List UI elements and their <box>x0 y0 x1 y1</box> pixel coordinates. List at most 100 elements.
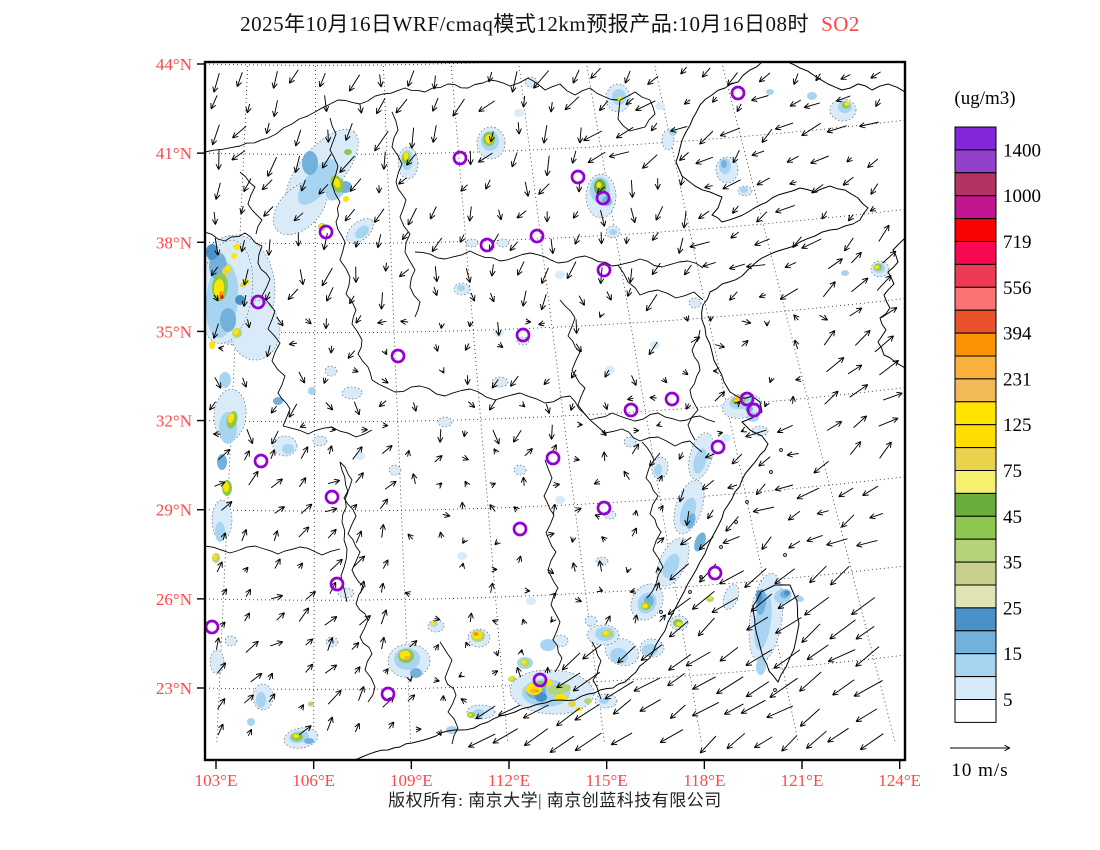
so2-patch <box>708 596 712 600</box>
so2-patch <box>521 660 527 664</box>
so2-patch <box>686 513 696 529</box>
colorbar-block <box>954 172 997 197</box>
city-marker <box>390 348 406 364</box>
colorbar-value: 125 <box>1003 415 1032 436</box>
title-text: 2025年10月16日WRF/cmaq模式12km预报产品:10月16日08时 <box>240 12 810 36</box>
lon-tick-label: 106°E <box>292 771 335 790</box>
map-boundaries <box>205 77 716 745</box>
colorbar-block <box>954 447 997 472</box>
so2-patch <box>233 244 241 250</box>
so2-patch <box>304 738 314 744</box>
city-marker <box>479 237 495 253</box>
so2-patch <box>662 553 680 579</box>
colorbar-block <box>954 378 997 403</box>
so2-patch <box>844 102 850 106</box>
so2-patch <box>219 372 231 388</box>
city-marker <box>739 391 755 407</box>
so2-patch <box>247 718 255 726</box>
so2-patch <box>282 444 294 454</box>
so2-patch <box>766 89 774 95</box>
city-marker <box>380 686 396 702</box>
colorbar-block <box>954 424 997 449</box>
so2-patch <box>410 668 422 678</box>
colorbar-block <box>954 309 997 334</box>
so2-patch <box>465 238 479 248</box>
so2-patch <box>404 656 410 660</box>
small-island <box>688 590 692 594</box>
so2-patch <box>341 386 363 400</box>
city-marker <box>545 450 561 466</box>
lon-axis: 103°E 106°E 109°E 112°E 115°E 118°E 121°E 124°E <box>195 761 921 790</box>
wind-scale-arrow <box>950 744 1011 752</box>
coastline <box>349 62 905 760</box>
so2-patch <box>224 635 238 647</box>
copyright-text: 版权所有: 南京大学| 南京创蓝科技有限公司 <box>388 791 722 810</box>
so2-patch <box>473 632 479 636</box>
so2-patch <box>209 649 225 675</box>
small-island <box>734 520 738 524</box>
colorbar-block <box>954 218 997 243</box>
so2-patch <box>721 434 731 442</box>
so2-patch <box>751 425 769 437</box>
city-marker <box>529 228 545 244</box>
so2-patch <box>509 676 513 680</box>
lat-tick-label: 44°N <box>156 55 192 74</box>
so2-patch <box>642 644 658 656</box>
city-marker <box>596 500 612 516</box>
so2-patch <box>755 657 767 675</box>
small-island <box>745 500 749 504</box>
so2-patch <box>555 271 565 279</box>
city-marker <box>318 224 334 240</box>
so2-patch <box>343 196 349 202</box>
so2-patch <box>297 159 339 205</box>
so2-patch <box>496 238 510 248</box>
so2-patch <box>325 636 339 648</box>
colorbar-block <box>954 538 997 563</box>
lon-tick-label: 103°E <box>195 771 238 790</box>
city-marker <box>512 521 528 537</box>
colorbar-value: 231 <box>1003 369 1032 390</box>
colorbar-value: 5 <box>1003 690 1013 711</box>
so2-patch <box>526 597 536 605</box>
city-marker <box>707 565 723 581</box>
so2-patch <box>530 689 536 693</box>
colorbar-units-label: (ug/m3) <box>954 88 1016 109</box>
lon-tick-label: 121°E <box>781 771 824 790</box>
colorbar-block <box>954 492 997 517</box>
so2-patch <box>605 366 615 374</box>
colorbar-value: 25 <box>1003 598 1022 619</box>
so2-patch <box>599 698 609 704</box>
so2-patch <box>514 109 524 117</box>
taiwan-island <box>752 584 800 683</box>
colorbar-block <box>954 470 997 494</box>
so2-patch <box>596 182 602 188</box>
so2-patch <box>734 397 738 401</box>
colorbar-block <box>954 699 997 723</box>
so2-patch <box>235 295 245 305</box>
city-marker <box>595 190 611 206</box>
so2-patch <box>642 603 648 609</box>
plot-title: 2025年10月16日WRF/cmaq模式12km预报产品:10月16日08时 S… <box>110 8 990 38</box>
species-tag: SO2 <box>821 12 860 36</box>
so2-patch <box>344 149 352 155</box>
lon-tick-label: 118°E <box>683 771 725 790</box>
colorbar-value: 1400 <box>1003 140 1041 161</box>
city-marker <box>253 453 269 469</box>
colorbar-value: 45 <box>1003 507 1022 528</box>
lon-tick-label: 109°E <box>390 771 433 790</box>
so2-patch <box>220 308 236 332</box>
so2-patch <box>535 689 539 693</box>
map-frame <box>203 60 907 762</box>
colorbar-block <box>954 401 997 426</box>
so2-patch <box>215 522 225 542</box>
so2-patch <box>308 387 316 395</box>
so2-patch <box>740 187 748 193</box>
lat-tick-label: 29°N <box>156 501 192 520</box>
city-marker <box>710 439 726 455</box>
so2-patch <box>293 734 299 738</box>
colorbar-value: 1000 <box>1003 186 1041 207</box>
colorbar-value: 75 <box>1003 461 1022 482</box>
lon-tick-label: 124°E <box>878 771 921 790</box>
